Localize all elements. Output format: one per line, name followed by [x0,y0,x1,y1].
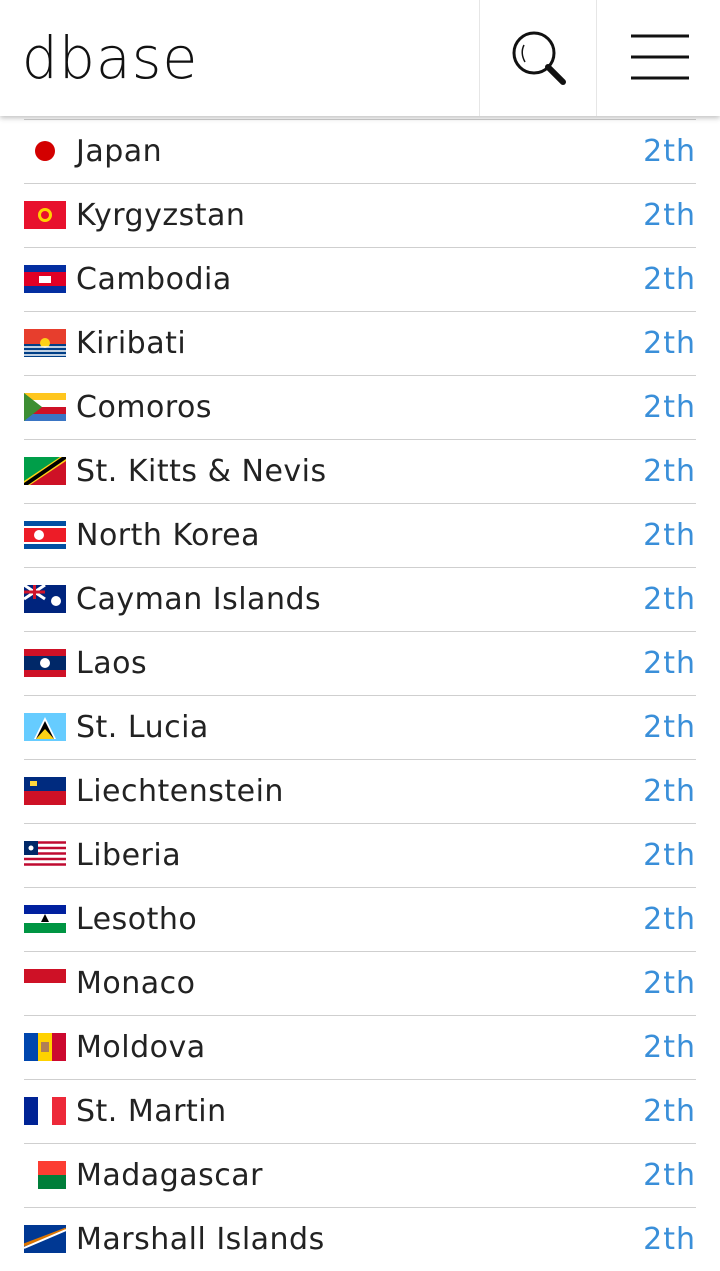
rank: 2th [643,966,696,1001]
flag [24,585,66,613]
header: dbase [0,0,720,116]
country-name: St. Lucia [76,710,209,745]
rank: 2th [643,710,696,745]
rank: 2th [643,326,696,361]
flag [24,713,66,741]
country-row[interactable]: St. Kitts & Nevis 2th [24,439,696,503]
country-name: Monaco [76,966,196,1001]
rank: 2th [643,518,696,553]
country-row[interactable]: Liechtenstein 2th [24,759,696,823]
flag [24,201,66,229]
flag [24,1097,66,1125]
flag [24,649,66,677]
flag [24,905,66,933]
country-name: Lesotho [76,902,198,937]
rank: 2th [643,1222,696,1257]
country-row[interactable]: Comoros 2th [24,375,696,439]
rank: 2th [643,902,696,937]
rank: 2th [643,198,696,233]
country-row[interactable]: Monaco 2th [24,951,696,1015]
rank: 2th [643,1094,696,1129]
flag [24,393,66,421]
country-row[interactable]: Kiribati 2th [24,311,696,375]
flag [24,1161,66,1189]
country-row[interactable]: Kyrgyzstan 2th [24,183,696,247]
rank: 2th [643,646,696,681]
country-name: Cambodia [76,262,232,297]
country-row[interactable]: St. Martin 2th [24,1079,696,1143]
rank: 2th [643,582,696,617]
country-name: Laos [76,646,148,681]
country-row[interactable]: Marshall Islands 2th [24,1207,696,1271]
menu-button[interactable] [596,0,720,116]
flag [24,265,66,293]
flag [24,1033,66,1061]
rank: 2th [643,262,696,297]
country-row[interactable]: Moldova 2th [24,1015,696,1079]
country-row[interactable]: Japan 2th [24,119,696,183]
rank: 2th [643,1158,696,1193]
country-row[interactable]: St. Lucia 2th [24,695,696,759]
country-name: Liechtenstein [76,774,284,809]
country-row[interactable]: North Korea 2th [24,503,696,567]
country-name: Japan [76,134,163,169]
rank: 2th [643,390,696,425]
country-name: St. Martin [76,1094,227,1129]
flag [35,141,55,161]
flag [24,457,66,485]
country-row[interactable]: Madagascar 2th [24,1143,696,1207]
country-name: Comoros [76,390,213,425]
country-row[interactable]: Lesotho 2th [24,887,696,951]
rank: 2th [643,774,696,809]
country-list: Japan 2th Kyrgyzstan 2th Cambodia 2th Kiribati… [24,119,696,1271]
country-row[interactable]: Laos 2th [24,631,696,695]
country-name: Kyrgyzstan [76,198,246,233]
flag [24,777,66,805]
country-row[interactable]: Cayman Islands 2th [24,567,696,631]
country-name: North Korea [76,518,260,553]
menu-icon [631,34,689,80]
flag [24,1225,66,1253]
flag [24,521,66,549]
country-name: St. Kitts & Nevis [76,454,327,489]
country-name: Moldova [76,1030,206,1065]
rank: 2th [643,838,696,873]
logo[interactable]: dbase [21,24,199,92]
country-row[interactable]: Liberia 2th [24,823,696,887]
country-name: Marshall Islands [76,1222,325,1257]
country-name: Madagascar [76,1158,263,1193]
flag [24,841,66,869]
country-name: Kiribati [76,326,187,361]
rank: 2th [643,1030,696,1065]
flag [24,969,66,997]
country-name: Cayman Islands [76,582,322,617]
search-icon [512,31,566,85]
flag [24,329,66,357]
country-name: Liberia [76,838,182,873]
rank: 2th [643,454,696,489]
country-row[interactable]: Cambodia 2th [24,247,696,311]
search-button[interactable] [479,0,597,116]
rank: 2th [643,134,696,169]
